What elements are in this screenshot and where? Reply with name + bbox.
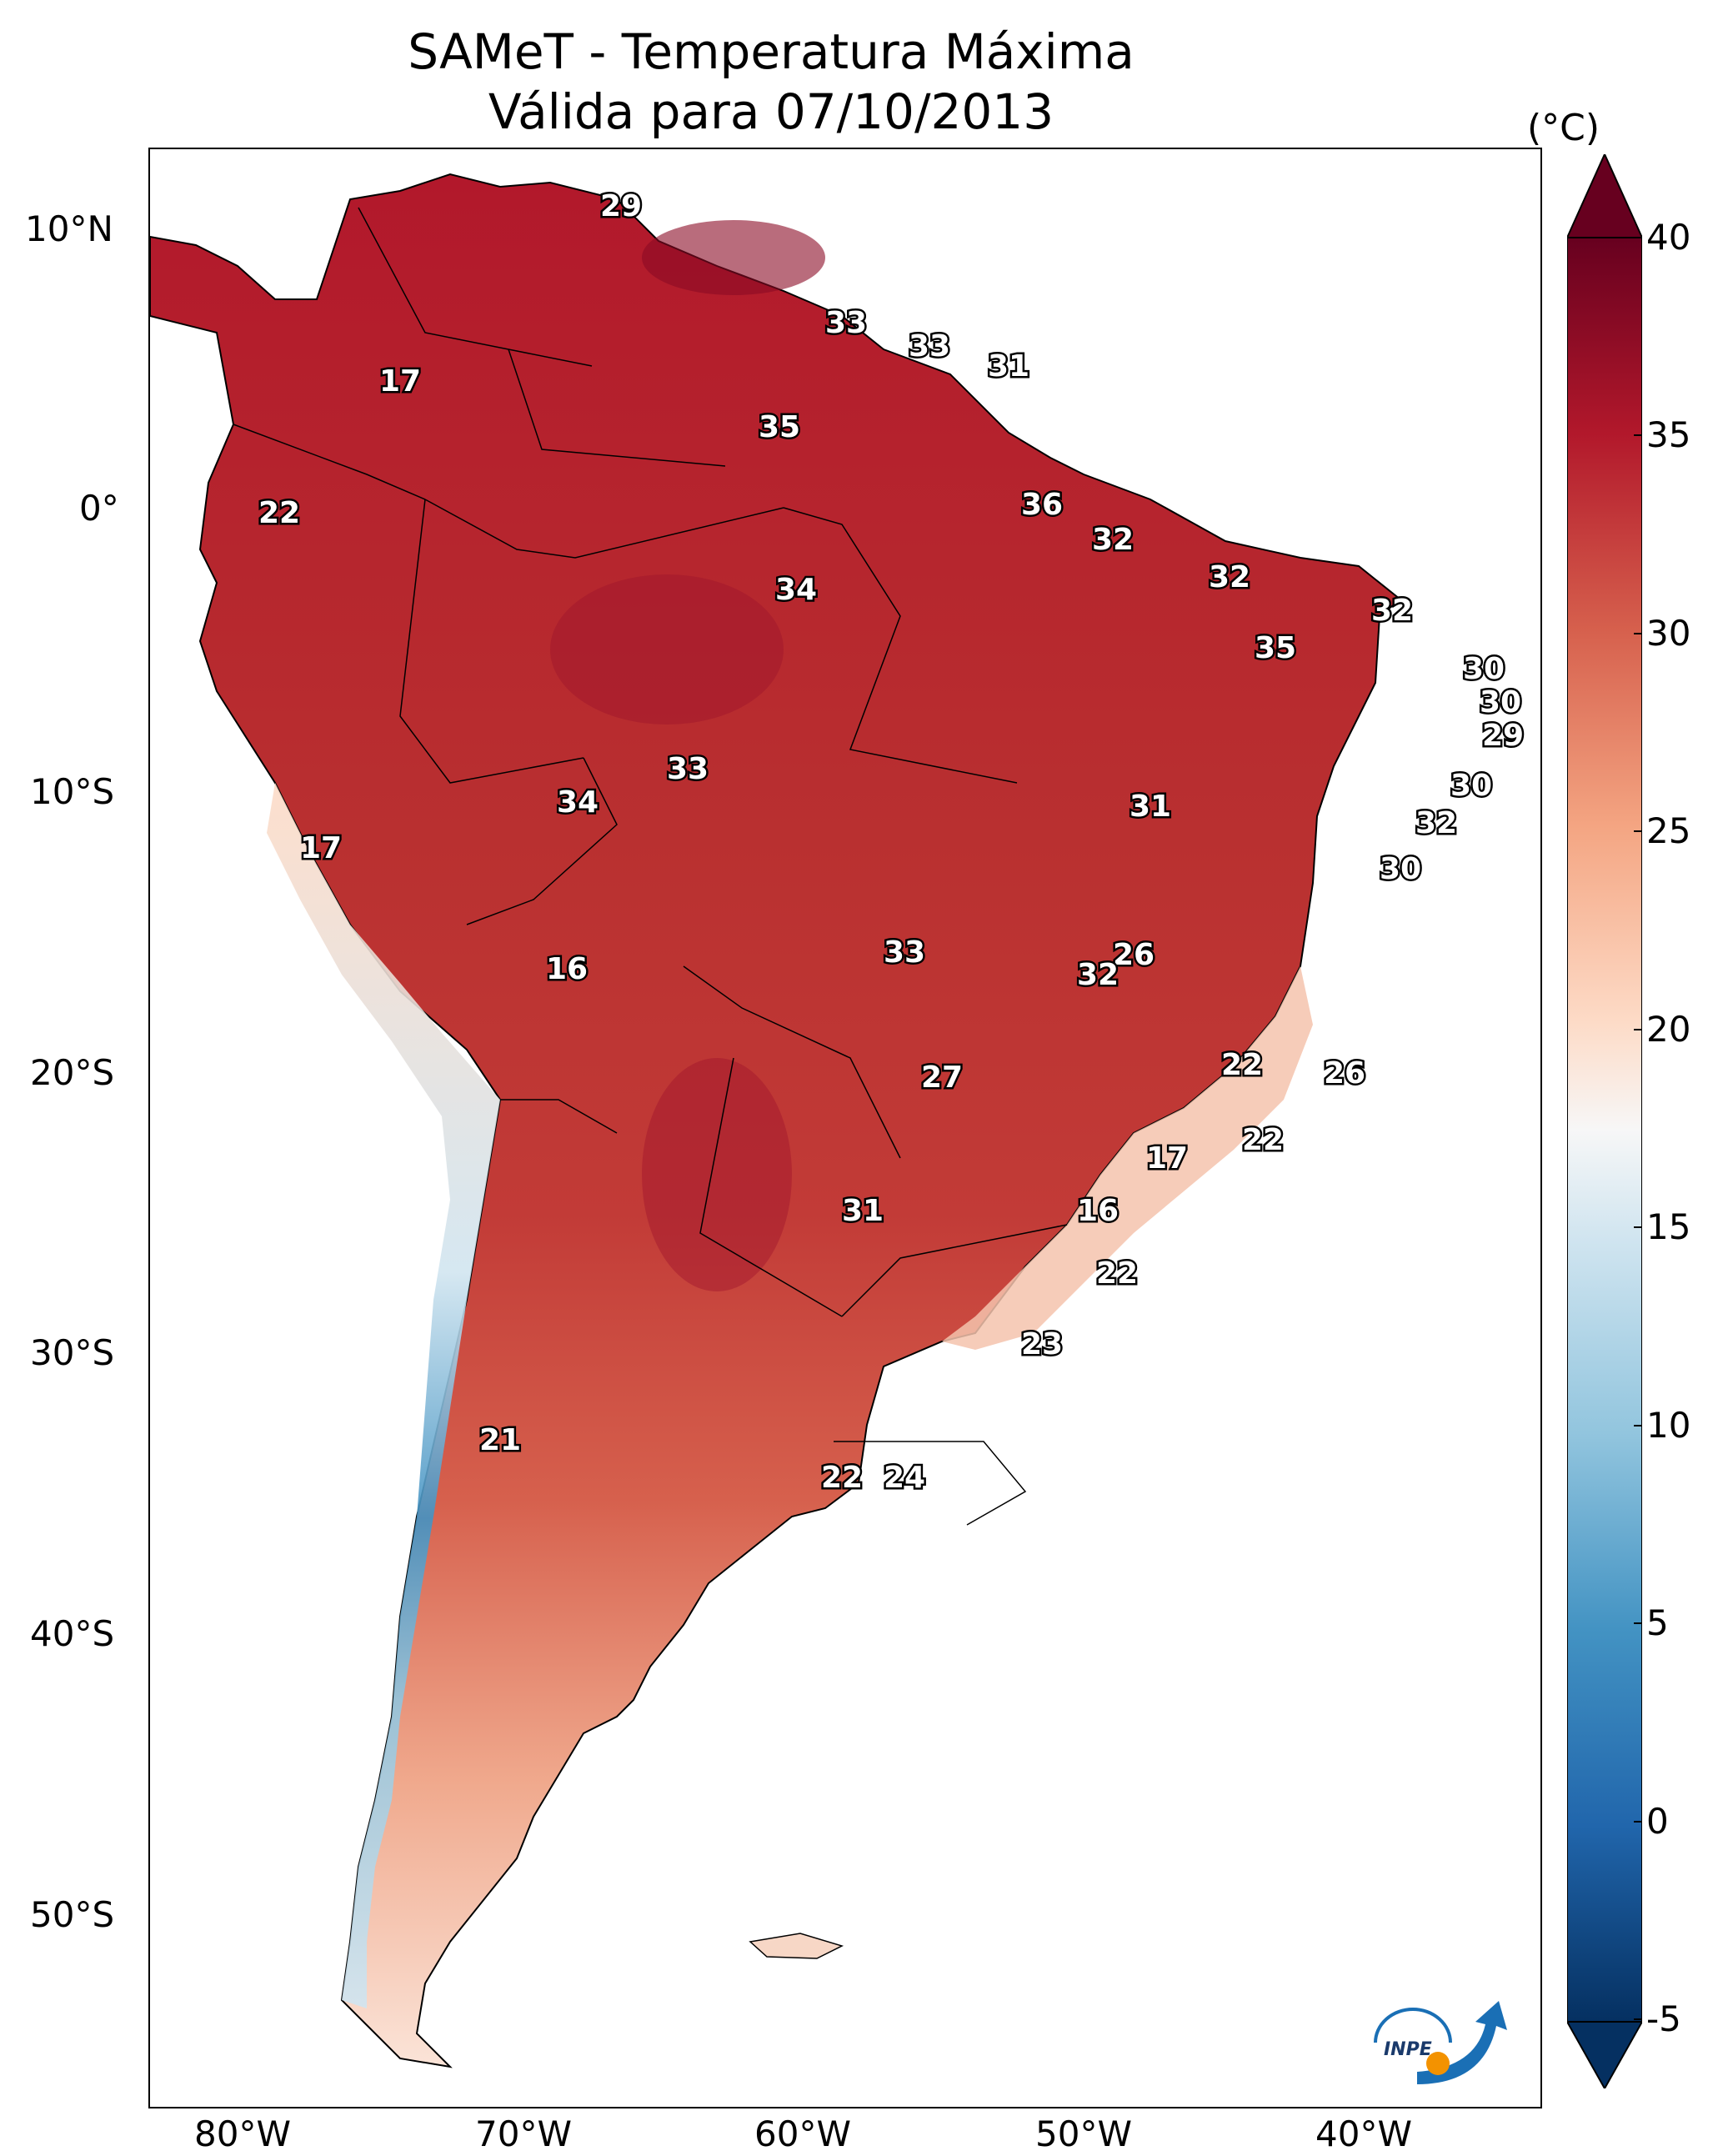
colorbar-ticks <box>1634 237 1642 2020</box>
station-value: 22 <box>1242 1123 1284 1157</box>
colorbar-tick-25: 25 <box>1646 810 1691 851</box>
station-value: 23 <box>1021 1327 1063 1361</box>
map-title: SAMeT - Temperatura Máxima Válida para 0… <box>0 22 1542 142</box>
colorbar-tick-10: 10 <box>1646 1405 1691 1446</box>
inpe-logo-text: INPE <box>1384 2039 1432 2060</box>
country-borders <box>233 207 1068 1526</box>
station-value: 32 <box>1371 594 1413 628</box>
station-labels: 29 33 33 31 17 35 36 22 32 34 32 32 35 3… <box>257 188 1526 1497</box>
station-value: 34 <box>775 573 817 607</box>
colorbar-unit-label: (°C) <box>1527 107 1600 149</box>
hot-spot-chaco <box>642 1058 792 1291</box>
station-value: 33 <box>909 329 950 364</box>
andes-cold-region <box>267 783 500 2008</box>
title-line-1: SAMeT - Temperatura Máxima <box>408 23 1134 80</box>
colorbar-tick-minus5: -5 <box>1646 1998 1681 2039</box>
station-value: 30 <box>1450 769 1492 803</box>
station-value: 22 <box>258 496 300 530</box>
station-value: 36 <box>1021 488 1063 522</box>
colorbar <box>1567 154 1642 2088</box>
lon-label-40w: 40°W <box>1315 2113 1412 2154</box>
colorbar-min-extend <box>1567 2021 1642 2088</box>
lon-label-80w: 80°W <box>194 2113 291 2154</box>
station-value: 33 <box>884 935 925 970</box>
station-value: 16 <box>1077 1194 1119 1228</box>
station-value: 31 <box>842 1194 884 1228</box>
lat-label-40s: 40°S <box>30 1613 115 1654</box>
southeast-cool-region <box>942 966 1313 1350</box>
lon-label-60w: 60°W <box>754 2113 851 2154</box>
station-value: 32 <box>1092 523 1134 557</box>
station-value: 31 <box>988 349 1029 384</box>
colorbar-tick-0: 0 <box>1646 1801 1669 1842</box>
hot-spot-amazon <box>550 574 784 725</box>
station-value: 22 <box>1096 1256 1138 1291</box>
inpe-logo: INPE <box>1374 2001 1507 2084</box>
colorbar-gradient <box>1567 237 1642 2023</box>
station-value: 26 <box>1113 938 1155 972</box>
station-value: 30 <box>1380 852 1421 886</box>
station-value: 35 <box>1255 631 1296 665</box>
lat-label-30s: 30°S <box>30 1332 115 1373</box>
station-value: 31 <box>1129 790 1171 824</box>
lat-label-20s: 20°S <box>30 1052 115 1093</box>
station-value: 34 <box>557 785 599 820</box>
station-value: 22 <box>821 1461 863 1495</box>
map-panel: 29 33 33 31 17 35 36 22 32 34 32 32 35 3… <box>148 148 1542 2108</box>
lat-label-10s: 10°S <box>30 771 115 812</box>
station-value: 29 <box>1482 719 1524 753</box>
station-value: 35 <box>759 410 800 444</box>
colorbar-max-extend <box>1567 154 1642 238</box>
hot-spot-north <box>642 220 825 295</box>
lat-label-0: 0° <box>79 488 119 529</box>
station-value: 30 <box>1463 652 1505 686</box>
colorbar-tick-5: 5 <box>1646 1602 1669 1643</box>
temperature-map: 29 33 33 31 17 35 36 22 32 34 32 32 35 3… <box>150 173 1526 2068</box>
falkland-islands <box>749 1933 844 1959</box>
lon-label-70w: 70°W <box>475 2113 572 2154</box>
station-value: 21 <box>479 1423 521 1457</box>
station-value: 32 <box>1415 806 1457 840</box>
lat-label-50s: 50°S <box>30 1894 115 1935</box>
colorbar-tick-30: 30 <box>1646 613 1691 654</box>
station-value: 32 <box>1209 560 1250 594</box>
station-value: 29 <box>600 189 642 223</box>
station-value: 26 <box>1324 1056 1365 1091</box>
station-value: 33 <box>667 752 709 786</box>
colorbar-tick-40: 40 <box>1646 217 1691 258</box>
station-value: 33 <box>825 306 867 340</box>
station-value: 17 <box>300 831 342 865</box>
station-value: 32 <box>1077 958 1119 992</box>
lat-label-10n: 10°N <box>25 208 113 249</box>
station-value: 17 <box>379 364 421 399</box>
title-line-2: Válida para 07/10/2013 <box>488 83 1054 140</box>
lon-label-50w: 50°W <box>1035 2113 1132 2154</box>
station-value: 17 <box>1146 1141 1188 1176</box>
station-value: 27 <box>921 1060 963 1095</box>
station-value: 16 <box>546 952 588 986</box>
station-value: 24 <box>884 1461 925 1495</box>
station-value: 22 <box>1221 1048 1263 1082</box>
station-value: 30 <box>1480 685 1521 720</box>
colorbar-tick-15: 15 <box>1646 1206 1691 1247</box>
colorbar-tick-20: 20 <box>1646 1009 1691 1050</box>
colorbar-tick-35: 35 <box>1646 414 1691 455</box>
